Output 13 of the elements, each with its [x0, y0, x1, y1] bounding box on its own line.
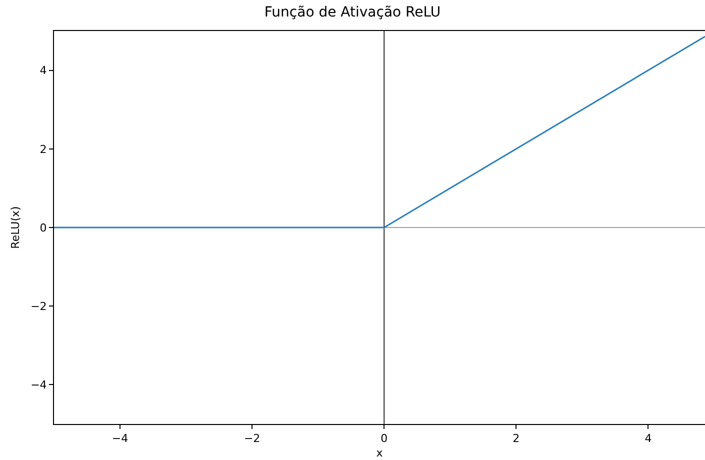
x-tick-label: 4 — [644, 432, 652, 446]
y-tick-label: −4 — [30, 378, 47, 392]
y-axis-title: ReLU(x) — [9, 206, 22, 249]
x-axis-title: x — [376, 446, 384, 460]
y-tick-label: −2 — [30, 300, 47, 313]
x-tick-label: −4 — [112, 432, 128, 446]
y-tick-label: 4 — [40, 64, 47, 78]
x-tick-label: 0 — [380, 432, 388, 446]
x-tick-label: −2 — [244, 432, 260, 446]
y-tick-label: 0 — [40, 221, 47, 234]
chart-title: Função de Ativação ReLU — [264, 4, 441, 21]
y-tick-label: 2 — [40, 142, 47, 156]
x-tick-label: 2 — [512, 432, 520, 446]
